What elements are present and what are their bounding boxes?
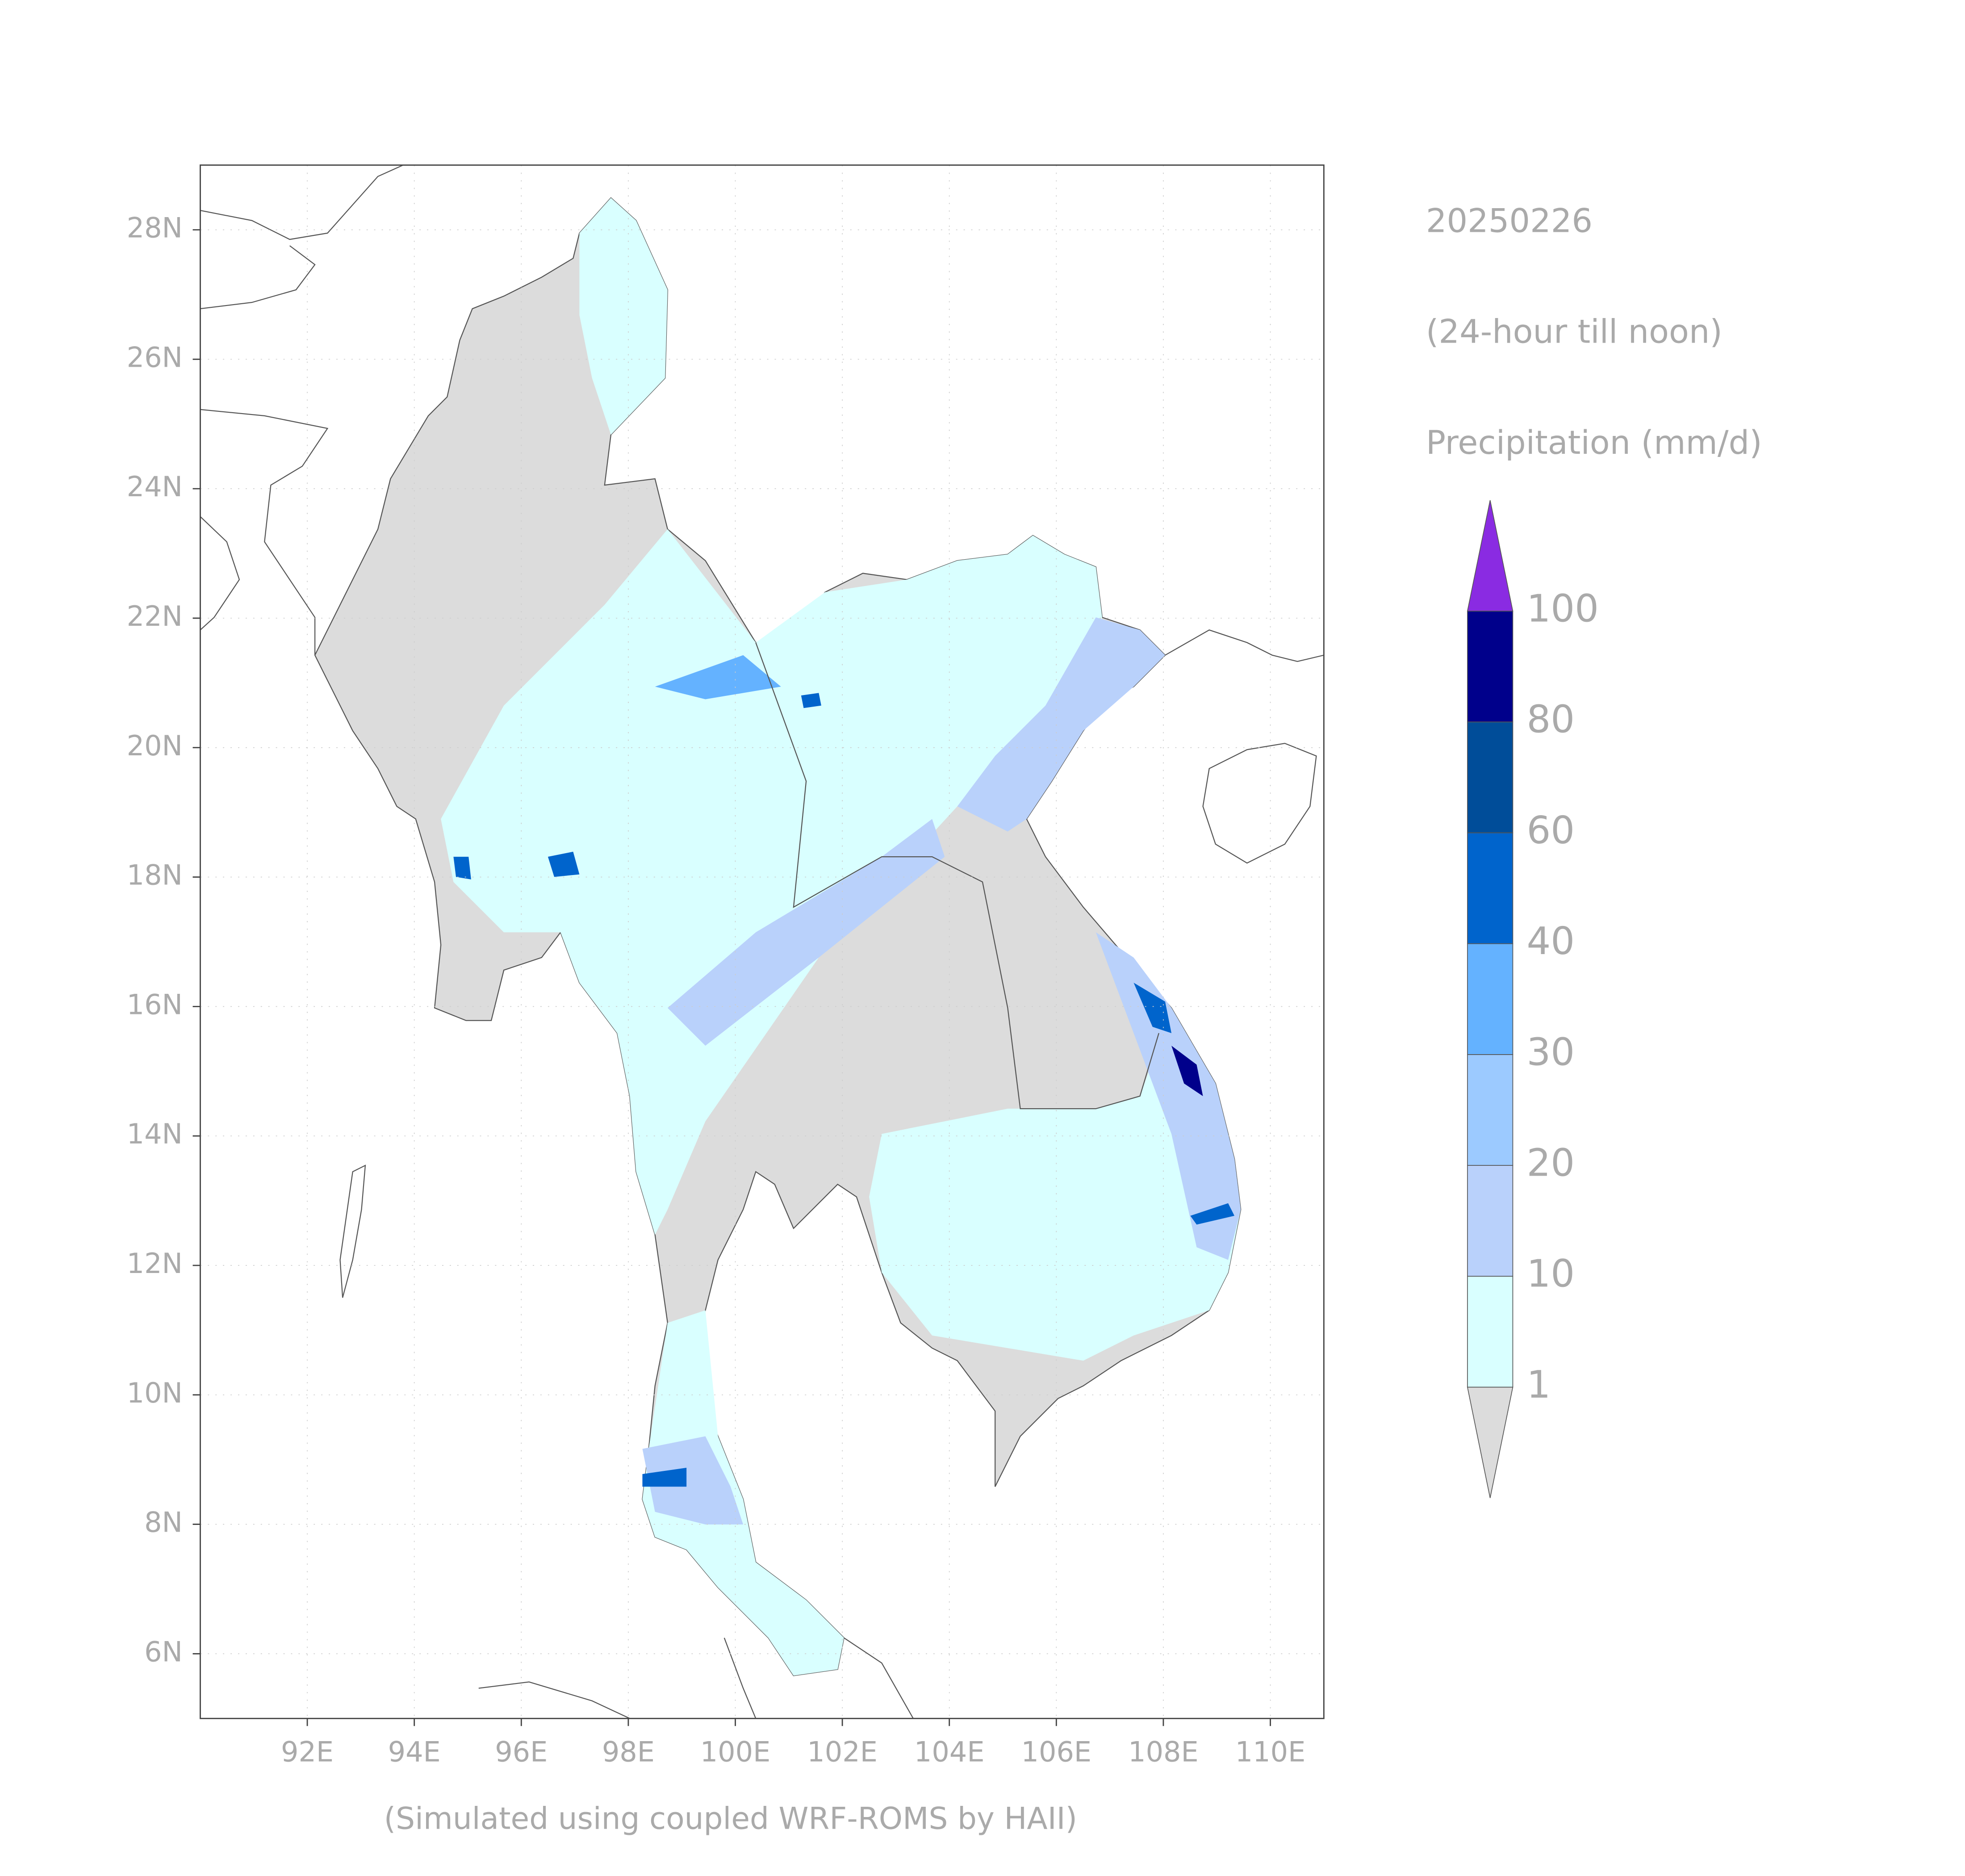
map-date: 20250226 <box>1426 202 1593 240</box>
rain-light <box>441 529 1102 1235</box>
colorbar-label: 80 <box>1526 697 1575 741</box>
x-tick-label: 108E <box>1128 1735 1199 1768</box>
y-tick-label: 16N <box>127 988 183 1021</box>
y-tick-label: 24N <box>127 470 183 503</box>
coastline <box>200 245 316 310</box>
x-tick-label: 110E <box>1235 1735 1306 1768</box>
x-tick-label: 100E <box>700 1735 771 1768</box>
colorbar-over <box>1467 500 1513 611</box>
rain-heavy <box>642 1468 687 1487</box>
caption: (Simulated using coupled WRF-ROMS by HAI… <box>384 1801 1077 1836</box>
y-tick-label: 8N <box>144 1506 183 1539</box>
x-tick-label: 96E <box>495 1735 548 1768</box>
rain-light <box>579 197 668 435</box>
plot-frame <box>200 164 1325 1719</box>
colorbar-label: 1 <box>1526 1362 1551 1407</box>
colorbar-segment <box>1467 1165 1513 1277</box>
colorbar-segment <box>1467 721 1513 833</box>
rain-moderate <box>1095 932 1241 1260</box>
rain-heavy <box>548 851 580 877</box>
colorbar-label: 30 <box>1526 1030 1575 1074</box>
coastline <box>478 1681 630 1719</box>
y-tick-label: 22N <box>127 600 183 632</box>
coastline <box>723 1637 757 1719</box>
border <box>844 1637 914 1719</box>
colorbar-segment <box>1467 943 1513 1055</box>
rain-heavy <box>801 693 821 708</box>
rain-heavy <box>1190 1203 1235 1225</box>
island <box>1202 743 1317 864</box>
rain-heavy <box>1133 983 1172 1033</box>
coastline <box>200 409 329 655</box>
coastline <box>200 164 404 240</box>
y-tick-label: 18N <box>127 859 183 892</box>
y-tick-label: 28N <box>127 212 183 244</box>
colorbar-label: 60 <box>1526 808 1575 852</box>
colorbar-label: 100 <box>1526 586 1599 630</box>
coastline <box>200 516 240 631</box>
rain-heavy <box>655 655 781 699</box>
grid: 92E 94E 96E 98E 100E 102E 104E 106E 108E 110E 6N 8N… <box>127 165 1324 1768</box>
coastline <box>1165 629 1324 662</box>
y-tick-label: 6N <box>144 1635 183 1668</box>
x-tick-label: 106E <box>1021 1735 1092 1768</box>
y-tick-label: 20N <box>127 729 183 762</box>
island <box>339 1164 366 1298</box>
x-tick-label: 104E <box>914 1735 985 1768</box>
x-tick-label: 102E <box>807 1735 878 1768</box>
x-tick-label: 94E <box>388 1735 441 1768</box>
map-subtitle: (24-hour till noon) <box>1426 313 1723 351</box>
land <box>200 164 1324 1719</box>
y-tick-label: 12N <box>127 1247 183 1280</box>
colorbar: 1 10 20 30 40 60 80 100 <box>1467 500 1599 1498</box>
rain-moderate <box>642 1436 744 1524</box>
rain-heavy <box>1171 1046 1203 1096</box>
colorbar-label: 20 <box>1526 1141 1575 1185</box>
y-tick-label: 14N <box>127 1118 183 1150</box>
x-tick-label: 98E <box>602 1735 655 1768</box>
border <box>755 642 1159 1110</box>
colorbar-segment <box>1467 832 1513 944</box>
rain-light <box>869 1008 1241 1361</box>
colorbar-label: 10 <box>1526 1252 1575 1296</box>
rain-moderate <box>957 617 1165 832</box>
x-tick-label: 92E <box>281 1735 334 1768</box>
rain-moderate <box>667 819 945 1046</box>
rain-light <box>642 1310 844 1676</box>
colorbar-label: 40 <box>1526 919 1575 963</box>
colorbar-segment <box>1467 1276 1513 1388</box>
colorbar-segment <box>1467 1054 1513 1166</box>
y-tick-label: 10N <box>127 1377 183 1409</box>
colorbar-segment <box>1467 611 1513 723</box>
y-tick-label: 26N <box>127 341 183 373</box>
rain-heavy <box>453 857 471 879</box>
colorbar-title: Precipitation (mm/d) <box>1426 424 1762 462</box>
